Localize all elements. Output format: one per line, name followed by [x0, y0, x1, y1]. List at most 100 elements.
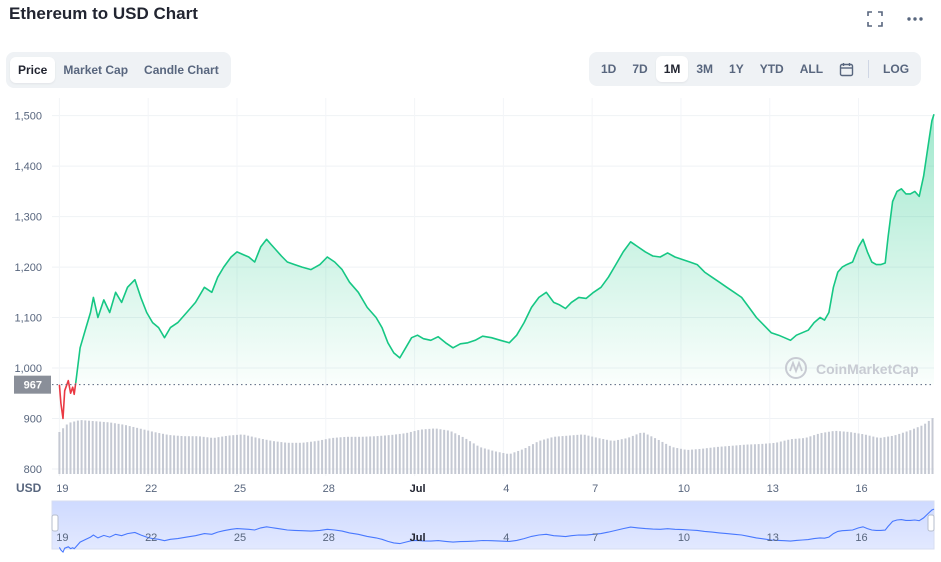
volume-bar	[395, 434, 398, 474]
volume-bar	[772, 442, 775, 474]
volume-bar	[158, 433, 161, 474]
x-tick-label: 16	[855, 483, 867, 495]
y-tick-label: 1,300	[14, 212, 42, 224]
range-divider	[868, 60, 870, 78]
y-tick-label: 800	[24, 464, 42, 476]
volume-bar	[550, 437, 553, 474]
tab-market-cap[interactable]: Market Cap	[63, 63, 129, 77]
volume-bar	[624, 438, 627, 474]
navigator-tick-label: 22	[145, 532, 157, 544]
volume-bar	[846, 431, 849, 474]
volume-bar	[872, 436, 875, 474]
volume-bar	[742, 444, 745, 474]
volume-bar	[568, 435, 571, 474]
volume-bar	[794, 438, 797, 474]
x-tick-label: 10	[678, 483, 690, 495]
volume-bar	[454, 433, 457, 474]
volume-bar	[802, 438, 805, 474]
volume-bar	[679, 448, 682, 474]
volume-bar	[580, 434, 583, 474]
volume-bar	[901, 432, 904, 474]
volume-bar	[195, 436, 198, 474]
volume-bar	[358, 436, 361, 474]
range-ytd[interactable]: YTD	[759, 62, 784, 76]
volume-bar	[354, 436, 357, 474]
watermark-text: CoinMarketCap	[816, 361, 919, 377]
range-1d[interactable]: 1D	[601, 62, 617, 76]
volume-bar	[739, 445, 742, 474]
volume-bar	[139, 428, 142, 474]
volume-bar	[724, 446, 727, 474]
volume-bar	[716, 446, 719, 474]
volume-bar	[831, 431, 834, 474]
volume-bar	[335, 437, 338, 474]
volume-bar	[432, 428, 435, 474]
volume-bar	[668, 445, 671, 474]
log-toggle[interactable]: LOG	[883, 62, 910, 76]
x-tick-label: 22	[145, 483, 157, 495]
volume-bar	[757, 444, 760, 474]
tab-price[interactable]: Price	[10, 57, 56, 83]
volume-bar	[554, 436, 557, 474]
volume-bar	[302, 442, 305, 474]
volume-bar	[328, 438, 331, 474]
volume-bar	[198, 436, 201, 474]
navigator-handle-right[interactable]	[927, 514, 935, 532]
range-1y[interactable]: 1Y	[729, 62, 744, 76]
price-line-above	[74, 113, 935, 384]
volume-bar	[779, 441, 782, 474]
volume-bar	[372, 436, 375, 474]
volume-bar	[110, 422, 113, 474]
volume-bar	[517, 450, 520, 474]
volume-bar	[520, 449, 523, 474]
tab-candle-chart[interactable]: Candle Chart	[144, 63, 219, 77]
volume-bar	[628, 437, 631, 474]
volume-bar	[95, 421, 98, 474]
volume-bar	[261, 439, 264, 474]
range-all[interactable]: ALL	[799, 62, 824, 76]
volume-bar	[694, 449, 697, 474]
volume-bar	[213, 437, 216, 474]
volume-bar	[272, 441, 275, 474]
volume-bar	[424, 429, 427, 474]
volume-bar	[790, 439, 793, 474]
navigator-tick-label: Jul	[410, 532, 426, 544]
volume-bar	[931, 418, 934, 474]
volume-bar	[191, 436, 194, 474]
navigator-tick-label: 19	[56, 532, 68, 544]
volume-bar	[472, 443, 475, 474]
volume-bar	[809, 436, 812, 474]
volume-bar	[128, 426, 131, 474]
volume-bar	[927, 420, 930, 474]
volume-bar	[154, 432, 157, 474]
volume-bar	[820, 432, 823, 474]
range-1m[interactable]: 1M	[655, 56, 689, 82]
volume-bar	[890, 435, 893, 474]
volume-bar	[343, 436, 346, 474]
volume-bar	[298, 442, 301, 474]
more-icon[interactable]	[904, 8, 926, 30]
volume-bar	[269, 440, 272, 474]
volume-bar	[543, 439, 546, 474]
volume-bar	[657, 439, 660, 474]
volume-bar	[402, 433, 405, 474]
range-3m[interactable]: 3M	[696, 62, 714, 76]
volume-bar	[691, 449, 694, 474]
volume-bar	[465, 438, 468, 474]
calendar-icon[interactable]	[831, 58, 862, 81]
volume-bar	[243, 434, 246, 474]
volume-bar	[428, 428, 431, 474]
volume-bar	[247, 435, 250, 474]
price-line-below	[58, 379, 77, 420]
volume-bar	[639, 432, 642, 474]
volume-bar	[480, 447, 483, 474]
fullscreen-icon[interactable]	[864, 8, 886, 30]
volume-bar	[254, 437, 257, 474]
volume-bar	[383, 435, 386, 474]
volume-bar	[506, 453, 509, 474]
volume-bar	[613, 440, 616, 474]
volume-bar	[124, 425, 127, 474]
navigator-handle-left[interactable]	[51, 514, 59, 532]
range-7d[interactable]: 7D	[632, 62, 648, 76]
